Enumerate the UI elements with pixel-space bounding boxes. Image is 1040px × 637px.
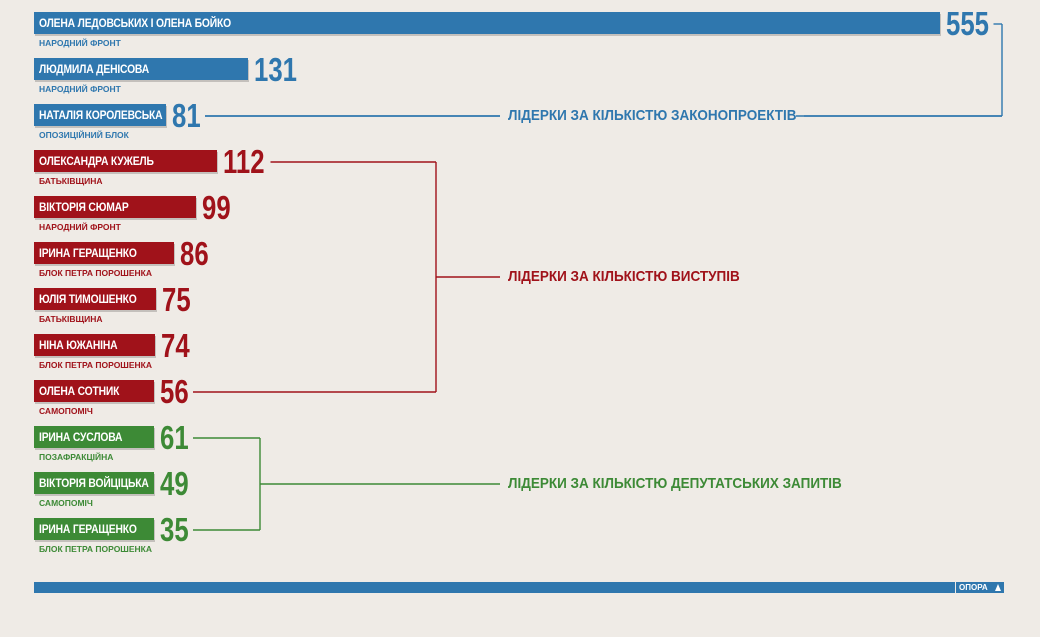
logo-text: ОПОРА bbox=[959, 583, 988, 592]
party-label: НАРОДНИЙ ФРОНТ bbox=[39, 222, 121, 232]
bar: ЮЛІЯ ТИМОШЕНКО bbox=[34, 288, 156, 310]
party-label: НАРОДНИЙ ФРОНТ bbox=[39, 84, 121, 94]
bar-name-label: ЛЮДМИЛА ДЕНІСОВА bbox=[39, 62, 149, 76]
bar: ВІКТОРІЯ ВОЙЦІЦЬКА bbox=[34, 472, 154, 494]
opora-logo: ОПОРА bbox=[955, 582, 1004, 593]
value-label: 99 bbox=[202, 189, 231, 226]
party-label: САМОПОМІЧ bbox=[39, 406, 93, 416]
value-label: 74 bbox=[161, 327, 190, 364]
value-label: 75 bbox=[162, 281, 191, 318]
bar-name-label: ВІКТОРІЯ ВОЙЦІЦЬКА bbox=[39, 476, 149, 490]
value-label: 112 bbox=[223, 143, 265, 180]
bar-name-label: ІРИНА ГЕРАЩЕНКО bbox=[39, 246, 137, 260]
bar-name-label: ВІКТОРІЯ СЮМАР bbox=[39, 200, 129, 214]
party-label: БАТЬКІВЩИНА bbox=[39, 176, 103, 186]
party-label: БЛОК ПЕТРА ПОРОШЕНКА bbox=[39, 268, 152, 278]
group-label: ЛІДЕРКИ ЗА КІЛЬКІСТЮ ДЕПУТАТСЬКИХ ЗАПИТІ… bbox=[508, 475, 842, 492]
bar-name-label: ОЛЕКСАНДРА КУЖЕЛЬ bbox=[39, 154, 154, 168]
value-label: 86 bbox=[180, 235, 209, 272]
bar: ОЛЕКСАНДРА КУЖЕЛЬ bbox=[34, 150, 217, 172]
party-label: БАТЬКІВЩИНА bbox=[39, 314, 103, 324]
bar: НІНА ЮЖАНІНА bbox=[34, 334, 155, 356]
bar: ОЛЕНА ЛЕДОВСЬКИХ І ОЛЕНА БОЙКО bbox=[34, 12, 940, 34]
footer-bar bbox=[34, 582, 1004, 593]
party-label: БЛОК ПЕТРА ПОРОШЕНКА bbox=[39, 360, 152, 370]
label-gap bbox=[500, 112, 796, 120]
triangle-icon bbox=[995, 584, 1001, 591]
bar: ІРИНА ГЕРАЩЕНКО bbox=[34, 518, 154, 540]
group-label: ЛІДЕРКИ ЗА КІЛЬКІСТЮ ВИСТУПІВ bbox=[508, 268, 740, 285]
bar-name-label: ІРИНА ГЕРАЩЕНКО bbox=[39, 522, 137, 536]
bar-name-label: ОЛЕНА СОТНИК bbox=[39, 384, 120, 398]
bar: ОЛЕНА СОТНИК bbox=[34, 380, 154, 402]
bar: ІРИНА ГЕРАЩЕНКО bbox=[34, 242, 174, 264]
value-label: 81 bbox=[172, 97, 201, 134]
bar: ЛЮДМИЛА ДЕНІСОВА bbox=[34, 58, 248, 80]
bar-name-label: ІРИНА СУСЛОВА bbox=[39, 430, 123, 444]
bar-name-label: НАТАЛІЯ КОРОЛЕВСЬКА bbox=[39, 108, 163, 122]
value-label: 61 bbox=[160, 419, 189, 456]
value-label: 56 bbox=[160, 373, 189, 410]
party-label: НАРОДНИЙ ФРОНТ bbox=[39, 38, 121, 48]
bar-name-label: ОЛЕНА ЛЕДОВСЬКИХ І ОЛЕНА БОЙКО bbox=[39, 16, 232, 30]
party-label: БЛОК ПЕТРА ПОРОШЕНКА bbox=[39, 544, 152, 554]
value-label: 131 bbox=[254, 51, 297, 88]
party-label: ОПОЗИЦІЙНИЙ БЛОК bbox=[39, 130, 129, 140]
party-label: САМОПОМІЧ bbox=[39, 498, 93, 508]
bar-name-label: ЮЛІЯ ТИМОШЕНКО bbox=[39, 292, 137, 306]
value-label: 35 bbox=[160, 511, 189, 548]
value-label: 49 bbox=[160, 465, 189, 502]
bar: ВІКТОРІЯ СЮМАР bbox=[34, 196, 196, 218]
value-label: 555 bbox=[946, 5, 989, 42]
bar: НАТАЛІЯ КОРОЛЕВСЬКА bbox=[34, 104, 166, 126]
bar-name-label: НІНА ЮЖАНІНА bbox=[39, 338, 118, 352]
group-label: ЛІДЕРКИ ЗА КІЛЬКІСТЮ ЗАКОНОПРОЕКТІВ bbox=[508, 107, 797, 124]
party-label: ПОЗАФРАКЦІЙНА bbox=[39, 452, 114, 462]
bar: ІРИНА СУСЛОВА bbox=[34, 426, 154, 448]
